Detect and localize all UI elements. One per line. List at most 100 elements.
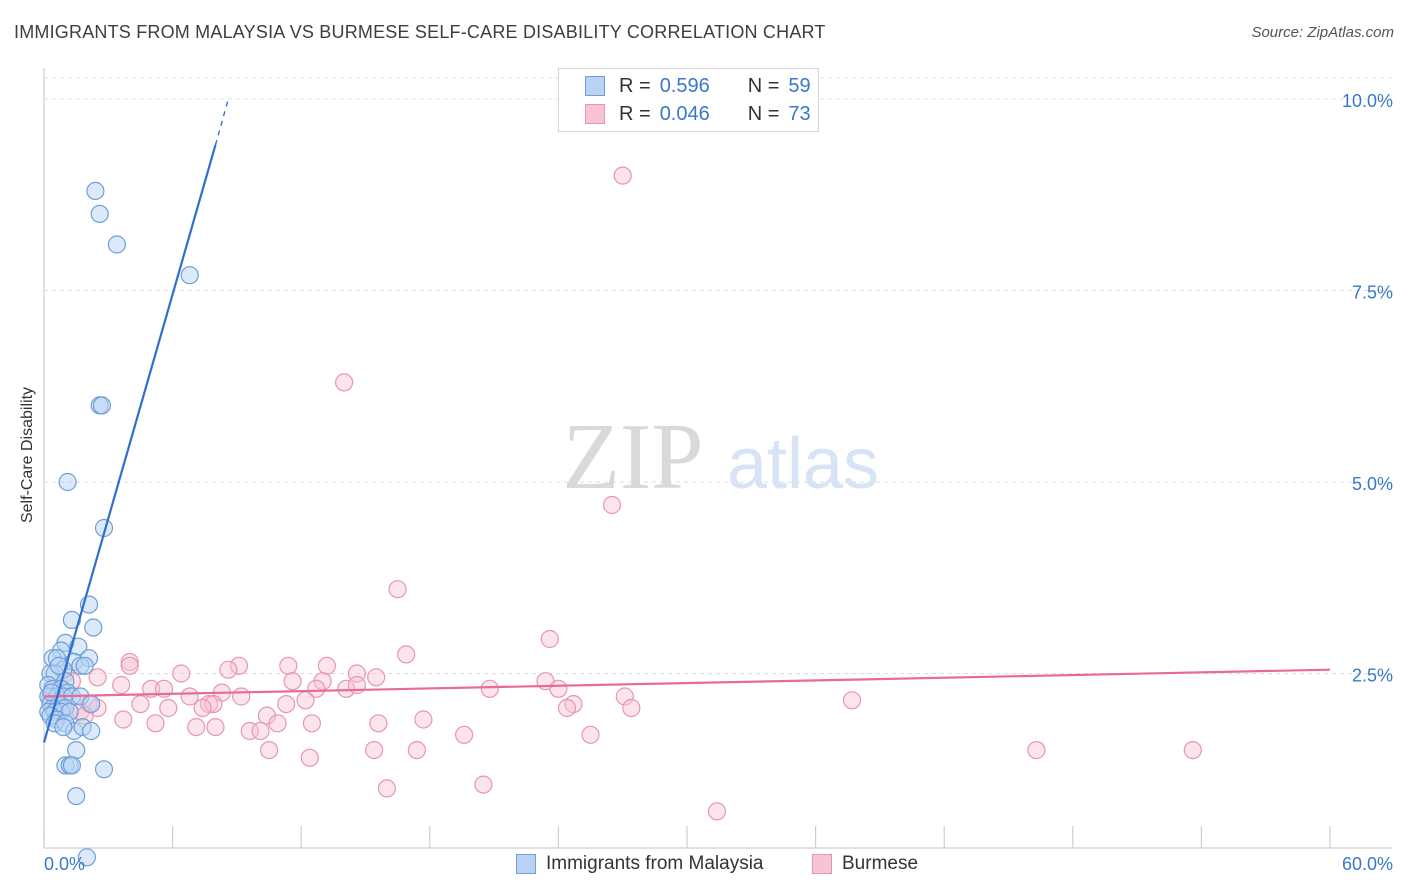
data-point-malaysia xyxy=(49,656,69,675)
data-point-burmese xyxy=(615,687,634,706)
data-point-burmese xyxy=(180,687,199,706)
data-point-burmese xyxy=(480,679,499,698)
data-point-burmese xyxy=(142,679,161,698)
data-point-burmese xyxy=(268,714,287,733)
gridlines xyxy=(44,77,1392,674)
data-point-burmese xyxy=(388,580,407,599)
y-axis-label: Self-Care Disability xyxy=(19,386,36,524)
legend-n-label: N = xyxy=(747,102,780,125)
data-point-malaysia xyxy=(92,396,112,415)
data-point-burmese xyxy=(842,691,862,710)
data-point-burmese xyxy=(581,725,600,744)
bottom-legend-swatch-burmese xyxy=(812,854,832,874)
data-point-burmese xyxy=(206,717,225,737)
data-point-burmese xyxy=(251,721,270,741)
watermark-zip: ZIP xyxy=(563,405,704,509)
data-point-burmese xyxy=(112,675,131,695)
data-point-burmese xyxy=(307,679,326,698)
data-point-burmese xyxy=(317,656,336,675)
data-point-malaysia xyxy=(82,694,101,714)
data-point-burmese xyxy=(172,664,191,683)
tick-labels: 2.5% 5.0% 7.5% 10.0% 0.0% 60.0% xyxy=(44,91,1393,874)
data-point-malaysia xyxy=(67,740,86,760)
data-point-malaysia xyxy=(84,618,103,637)
data-point-malaysia xyxy=(58,472,77,492)
legend-r-label: R = xyxy=(619,74,651,97)
data-point-burmese xyxy=(232,687,251,706)
x-tick-label-max: 60.0% xyxy=(1342,854,1393,874)
data-point-burmese xyxy=(549,679,568,698)
trend-line-malaysia-extension xyxy=(214,98,230,146)
data-point-burmese xyxy=(1183,740,1202,760)
data-point-burmese xyxy=(283,672,302,691)
data-point-burmese xyxy=(302,714,321,733)
y-tick-label: 10.0% xyxy=(1342,91,1393,111)
data-point-burmese xyxy=(131,694,150,714)
legend-r-label: R = xyxy=(619,102,651,125)
bottom-legend-label-malaysia: Immigrants from Malaysia xyxy=(546,853,764,874)
y-tick-label: 7.5% xyxy=(1352,283,1393,303)
legend-n-label: N = xyxy=(747,74,780,97)
data-point-burmese xyxy=(557,698,577,718)
data-point-burmese xyxy=(540,629,559,649)
data-point-burmese xyxy=(365,740,384,760)
x-tick-label-min: 0.0% xyxy=(44,854,85,874)
data-point-malaysia xyxy=(82,721,101,741)
legend-r-value-burmese: 0.046 xyxy=(659,102,710,125)
trend-lines xyxy=(42,98,1331,743)
data-point-malaysia xyxy=(86,181,105,200)
data-point-burmese xyxy=(613,166,632,185)
data-point-burmese xyxy=(300,748,319,767)
legend-n-value-burmese: 73 xyxy=(788,102,811,125)
data-point-burmese xyxy=(120,656,139,675)
data-point-burmese xyxy=(602,495,622,515)
data-point-burmese xyxy=(369,714,388,733)
data-point-malaysia xyxy=(90,204,109,223)
data-point-burmese xyxy=(277,694,296,714)
data-point-burmese xyxy=(279,656,298,675)
watermark: ZIP atlas xyxy=(563,405,880,509)
legend-row-malaysia: R = 0.596 N = 59 xyxy=(585,74,811,98)
data-point-burmese xyxy=(455,725,474,744)
bottom-legend-burmese: Burmese xyxy=(812,852,918,876)
data-point-burmese xyxy=(159,698,178,718)
data-point-burmese xyxy=(622,698,641,718)
legend-swatch-burmese xyxy=(585,104,605,124)
data-point-malaysia xyxy=(62,610,82,630)
data-point-burmese xyxy=(296,691,315,710)
bottom-legend-label-burmese: Burmese xyxy=(842,853,919,874)
data-point-burmese xyxy=(229,656,249,675)
data-point-burmese xyxy=(1027,740,1046,760)
data-point-malaysia xyxy=(67,786,86,806)
watermark-atlas: atlas xyxy=(727,424,879,504)
bottom-legend-swatch-malaysia xyxy=(516,854,536,874)
data-point-burmese xyxy=(377,779,396,798)
legend-r-value-malaysia: 0.596 xyxy=(659,74,710,97)
data-point-malaysia xyxy=(77,848,97,867)
chart-title: IMMIGRANTS FROM MALAYSIA VS BURMESE SELF… xyxy=(14,22,826,42)
data-point-burmese xyxy=(88,668,107,687)
legend-n-value-malaysia: 59 xyxy=(788,74,811,97)
legend-row-burmese: R = 0.046 N = 73 xyxy=(585,102,811,126)
data-point-burmese xyxy=(397,645,416,664)
source-credit: Source: ZipAtlas.com xyxy=(1251,24,1394,41)
trend-line-burmese xyxy=(43,668,1331,698)
legend-swatch-malaysia xyxy=(585,76,605,96)
bottom-legend-malaysia: Immigrants from Malaysia xyxy=(516,852,764,876)
data-point-burmese xyxy=(146,714,165,733)
data-point-burmese xyxy=(114,710,133,729)
data-point-malaysia xyxy=(180,266,199,285)
data-point-burmese xyxy=(367,668,386,687)
data-point-burmese xyxy=(407,740,426,760)
stats-legend: R = 0.596 N = 59 R = 0.046 N = 73 xyxy=(558,68,819,132)
data-point-malaysia xyxy=(62,756,82,775)
data-point-malaysia xyxy=(94,760,114,779)
data-point-malaysia xyxy=(107,235,127,254)
data-point-burmese xyxy=(193,698,212,718)
data-point-burmese xyxy=(414,710,433,729)
trend-line-malaysia xyxy=(42,144,217,743)
data-point-burmese xyxy=(337,679,356,698)
data-point-burmese xyxy=(474,775,493,794)
malaysia-points xyxy=(39,181,199,867)
